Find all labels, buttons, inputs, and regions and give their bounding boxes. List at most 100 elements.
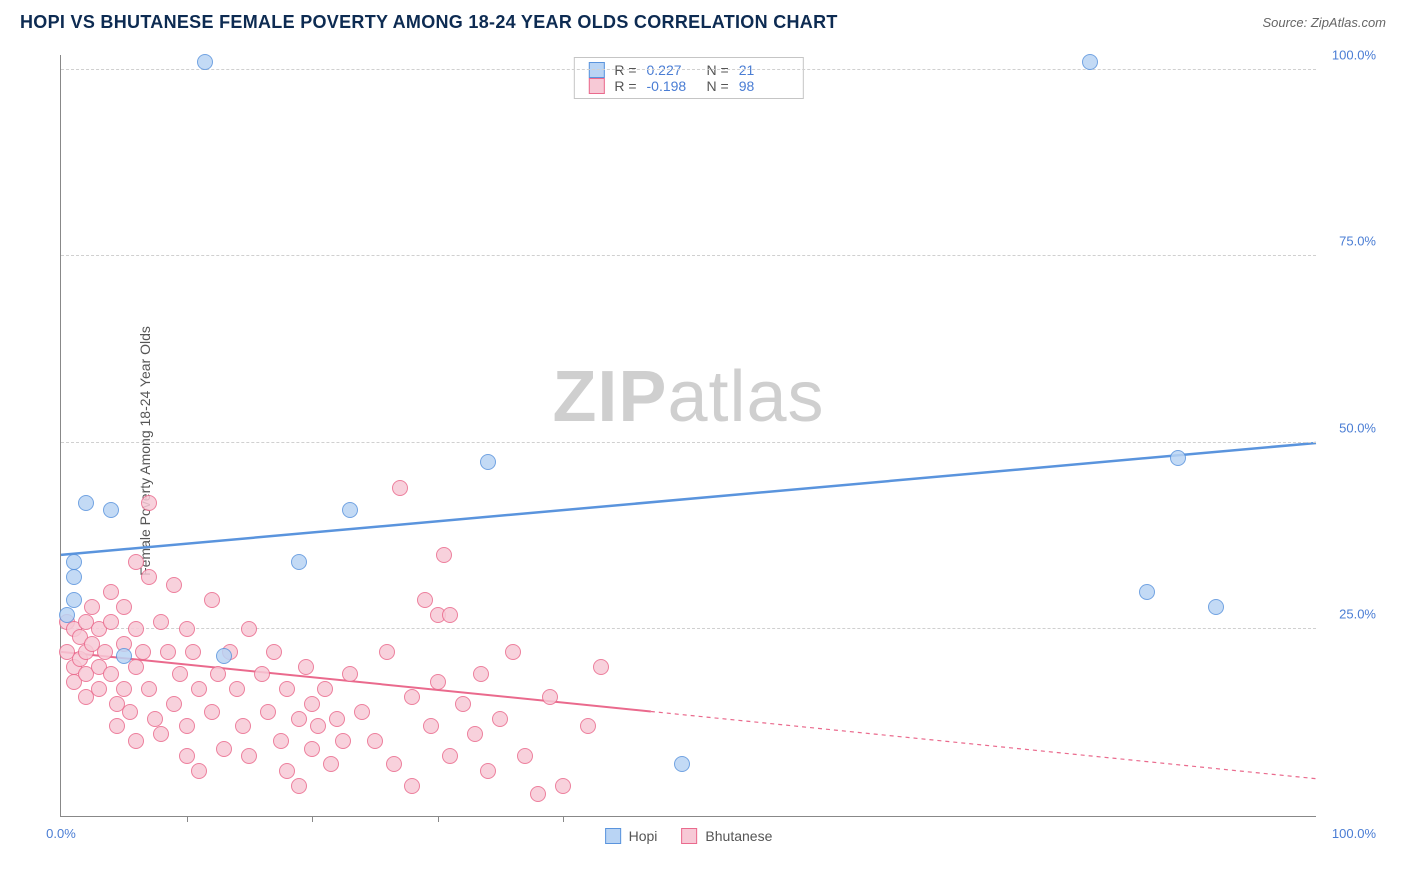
data-point [160, 644, 176, 660]
data-point [1208, 599, 1224, 615]
data-point [517, 748, 533, 764]
data-point [103, 614, 119, 630]
gridline [61, 69, 1316, 70]
data-point [128, 659, 144, 675]
data-point [179, 621, 195, 637]
data-point [229, 681, 245, 697]
bottom-legend: Hopi Bhutanese [605, 828, 773, 844]
data-point [442, 748, 458, 764]
legend-label-bhutanese: Bhutanese [705, 828, 772, 844]
data-point [310, 718, 326, 734]
data-point [66, 592, 82, 608]
data-point [1139, 584, 1155, 600]
data-point [279, 681, 295, 697]
data-point [204, 704, 220, 720]
data-point [66, 569, 82, 585]
data-point [141, 495, 157, 511]
data-point [241, 748, 257, 764]
watermark-zip: ZIP [552, 357, 667, 437]
data-point [342, 666, 358, 682]
data-point [260, 704, 276, 720]
data-point [404, 689, 420, 705]
data-point [128, 554, 144, 570]
watermark-atlas: atlas [667, 357, 824, 437]
legend-item-bhutanese: Bhutanese [681, 828, 772, 844]
source-attribution: Source: ZipAtlas.com [1262, 15, 1386, 30]
data-point [273, 733, 289, 749]
data-point [191, 681, 207, 697]
n-label: N = [707, 78, 729, 94]
data-point [78, 495, 94, 511]
swatch-hopi [588, 62, 604, 78]
chart-header: HOPI VS BHUTANESE FEMALE POVERTY AMONG 1… [0, 0, 1406, 41]
data-point [103, 502, 119, 518]
data-point [467, 726, 483, 742]
data-point [116, 648, 132, 664]
legend-swatch-hopi [605, 828, 621, 844]
data-point [505, 644, 521, 660]
y-tick-label: 100.0% [1332, 47, 1376, 62]
data-point [580, 718, 596, 734]
data-point [153, 614, 169, 630]
data-point [291, 711, 307, 727]
data-point [323, 756, 339, 772]
stats-row-bhutanese: R = -0.198 N = 98 [588, 78, 788, 94]
plot-area: ZIPatlas R = 0.227 N = 21 R = -0.198 N =… [60, 55, 1316, 817]
data-point [404, 778, 420, 794]
x-tick-mark [438, 816, 439, 822]
data-point [128, 621, 144, 637]
data-point [166, 696, 182, 712]
watermark: ZIPatlas [552, 356, 824, 438]
data-point [430, 674, 446, 690]
data-point [291, 778, 307, 794]
x-tick-mark [563, 816, 564, 822]
data-point [455, 696, 471, 712]
data-point [530, 786, 546, 802]
data-point [1170, 450, 1186, 466]
y-tick-label: 50.0% [1339, 420, 1376, 435]
data-point [423, 718, 439, 734]
data-point [342, 502, 358, 518]
r-label: R = [614, 78, 636, 94]
r-value-hopi: 0.227 [647, 62, 697, 78]
data-point [480, 454, 496, 470]
data-point [216, 648, 232, 664]
data-point [235, 718, 251, 734]
data-point [367, 733, 383, 749]
data-point [128, 733, 144, 749]
data-point [97, 644, 113, 660]
data-point [555, 778, 571, 794]
data-point [304, 696, 320, 712]
gridline [61, 442, 1316, 443]
data-point [254, 666, 270, 682]
data-point [335, 733, 351, 749]
data-point [84, 599, 100, 615]
x-tick-label: 100.0% [1332, 826, 1376, 841]
data-point [185, 644, 201, 660]
data-point [204, 592, 220, 608]
data-point [304, 741, 320, 757]
legend-label-hopi: Hopi [629, 828, 658, 844]
stats-row-hopi: R = 0.227 N = 21 [588, 62, 788, 78]
data-point [197, 54, 213, 70]
data-point [135, 644, 151, 660]
r-value-bhutanese: -0.198 [647, 78, 697, 94]
trendlines-svg [61, 55, 1316, 816]
data-point [480, 763, 496, 779]
data-point [153, 726, 169, 742]
data-point [179, 718, 195, 734]
data-point [191, 763, 207, 779]
data-point [354, 704, 370, 720]
data-point [442, 607, 458, 623]
n-value-hopi: 21 [739, 62, 789, 78]
data-point [291, 554, 307, 570]
data-point [116, 599, 132, 615]
data-point [593, 659, 609, 675]
x-tick-mark [187, 816, 188, 822]
data-point [379, 644, 395, 660]
data-point [417, 592, 433, 608]
data-point [241, 621, 257, 637]
data-point [329, 711, 345, 727]
swatch-bhutanese [588, 78, 604, 94]
legend-item-hopi: Hopi [605, 828, 658, 844]
